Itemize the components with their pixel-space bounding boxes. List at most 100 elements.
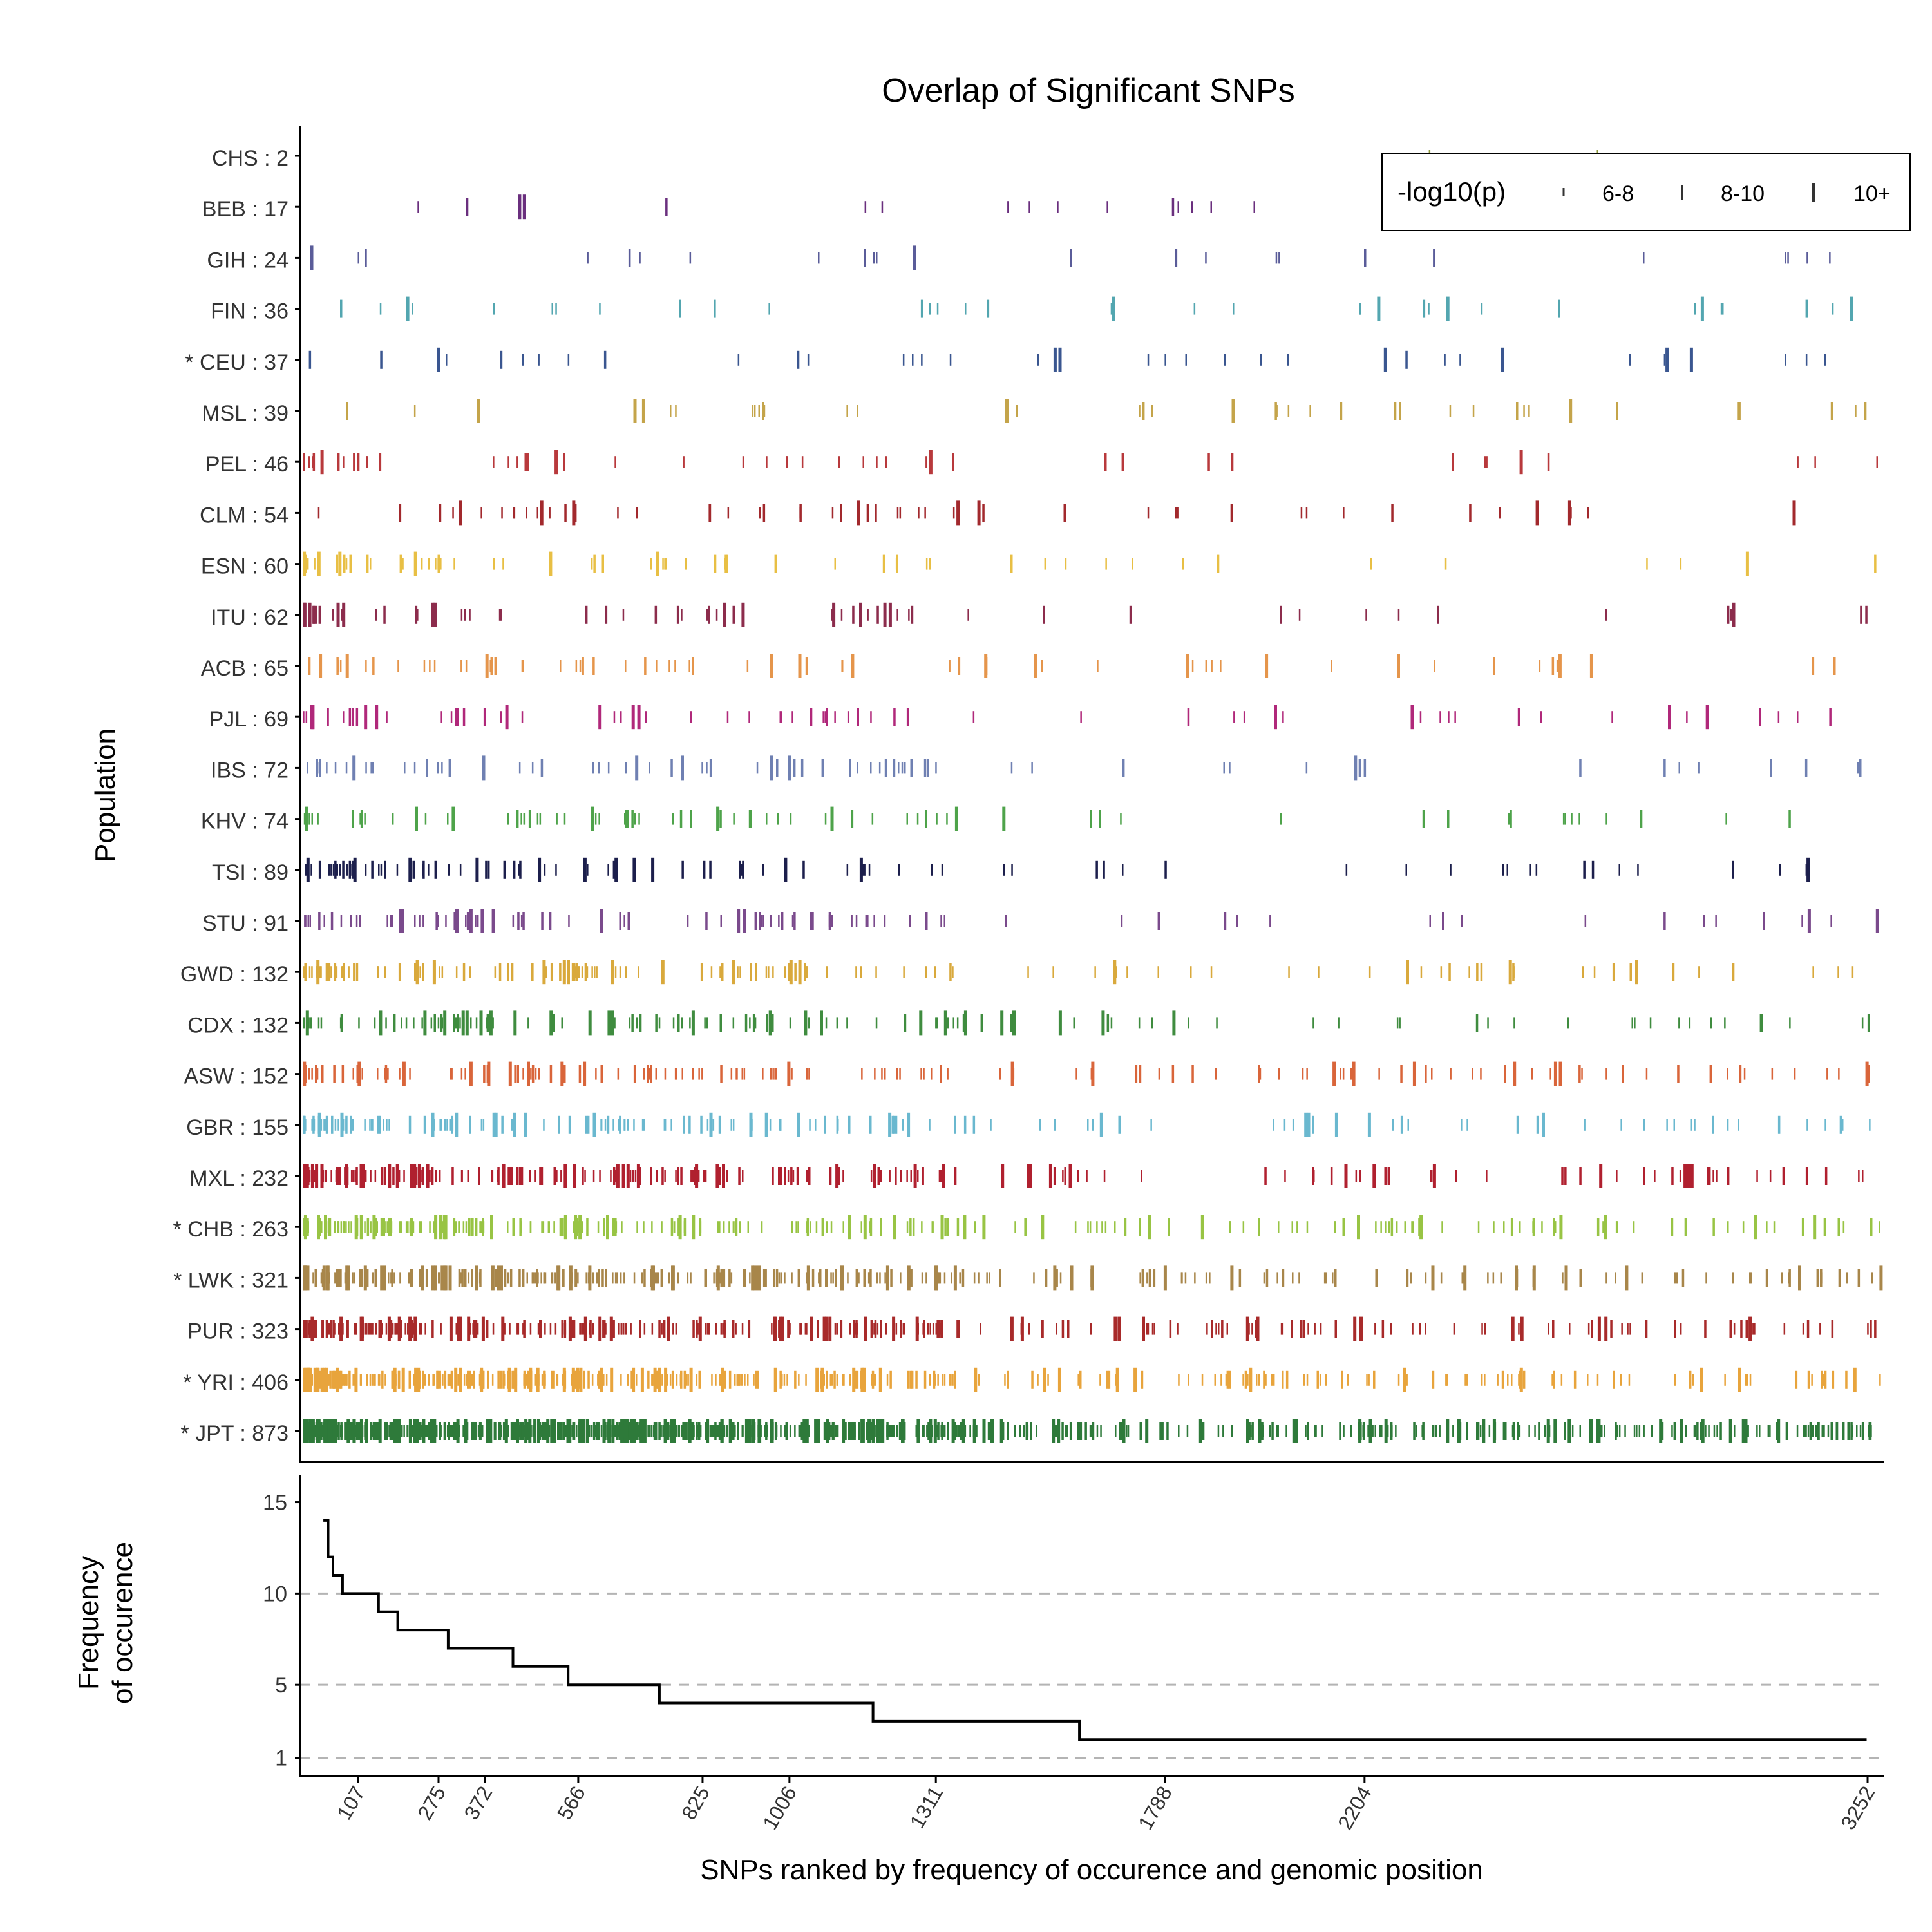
snp-mark [1161,1422,1164,1440]
snp-mark [1673,1119,1675,1131]
snp-mark [1157,966,1159,978]
snp-mark [388,1272,390,1284]
snp-mark [431,1167,434,1185]
snp-mark [797,350,800,369]
snp-mark [1221,1320,1224,1338]
snp-mark [619,966,621,978]
snp-mark [701,1068,703,1080]
snp-mark [715,1374,717,1386]
snp-mark [775,1068,777,1080]
snp-mark [512,915,515,927]
snp-mark [538,1422,542,1440]
snp-mark [744,1269,746,1287]
snp-mark [310,1425,312,1437]
snp-mark [612,1272,614,1284]
snp-mark [724,558,726,570]
snp-mark [386,1422,388,1440]
snp-mark [453,1425,455,1437]
snp-mark [1824,1370,1827,1389]
snp-mark [336,1269,339,1287]
snp-mark [538,857,542,882]
snp-mark [364,1119,366,1131]
snp-mark [614,456,616,468]
snp-mark [921,1272,923,1284]
snp-mark [1476,963,1479,981]
snp-mark [1025,1422,1028,1440]
snp-mark [1481,1374,1483,1386]
snp-mark [728,1370,732,1389]
snp-mark [973,1272,976,1284]
snp-mark [1005,399,1009,423]
snp-mark [672,813,674,825]
snp-mark [534,1425,536,1437]
snp-mark [518,194,522,220]
snp-mark [789,1068,791,1080]
snp-mark [700,963,703,981]
snp-mark [1171,198,1175,216]
snp-mark [772,1068,774,1080]
snp-mark [1672,963,1675,981]
snp-mark [542,1221,545,1233]
snp-mark [1053,1167,1056,1185]
snp-mark [841,660,843,672]
snp-mark [1805,299,1808,318]
snp-mark [317,551,321,576]
snp-mark [369,1374,372,1386]
snp-mark [855,1374,858,1386]
snp-mark [1528,1425,1530,1437]
snp-mark [868,864,871,876]
snp-mark [1437,605,1439,624]
snp-mark [755,963,757,981]
snp-mark [654,1272,656,1284]
snp-mark [1676,1272,1678,1284]
snp-mark [383,1167,386,1185]
snp-mark [477,399,480,423]
snp-mark [342,1323,344,1335]
snp-mark [1725,813,1727,825]
snp-mark [1636,1425,1638,1437]
snp-mark [1323,1272,1326,1284]
snp-mark [345,1422,347,1440]
snp-mark [1375,1221,1377,1233]
snp-mark [643,1323,646,1335]
snp-mark [536,1374,538,1386]
frequency-reference-lines [300,1592,1884,1759]
population-label-jpt: * JPT : 873 [180,1421,289,1446]
snp-mark [1535,864,1538,876]
snp-mark [681,1017,683,1029]
snp-mark [355,1221,357,1233]
snp-mark [1686,711,1688,723]
snp-mark [1671,1218,1674,1236]
snp-mark [1175,507,1177,519]
snp-mark [972,1425,975,1437]
snp-mark [824,711,826,723]
snp-mark [1680,558,1682,570]
snp-mark [387,1316,391,1341]
snp-mark [1807,1425,1810,1437]
snp-mark [1045,1269,1048,1287]
snp-mark [374,1218,377,1236]
snp-mark [638,813,640,825]
snp-mark [320,1164,324,1188]
snp-mark [1453,1323,1455,1335]
snp-mark [651,1374,653,1386]
snp-mark [1481,303,1483,315]
snp-mark [468,1370,471,1389]
snp-mark [384,1065,388,1083]
snp-mark [377,1425,379,1437]
snp-mark [318,605,321,624]
snp-mark [1115,1425,1117,1437]
snp-mark [1058,347,1062,372]
snp-mark [303,1215,307,1240]
snp-mark [1314,1323,1316,1335]
snp-mark [706,1017,708,1029]
snp-mark [1504,1422,1507,1440]
snp-mark [1094,966,1096,978]
snp-mark [797,1221,799,1233]
snp-mark [936,813,938,825]
snp-mark [1715,915,1717,927]
snp-mark [556,813,558,825]
snp-mark [587,252,589,264]
snp-mark [1827,1425,1830,1437]
snp-mark [1689,1017,1691,1029]
